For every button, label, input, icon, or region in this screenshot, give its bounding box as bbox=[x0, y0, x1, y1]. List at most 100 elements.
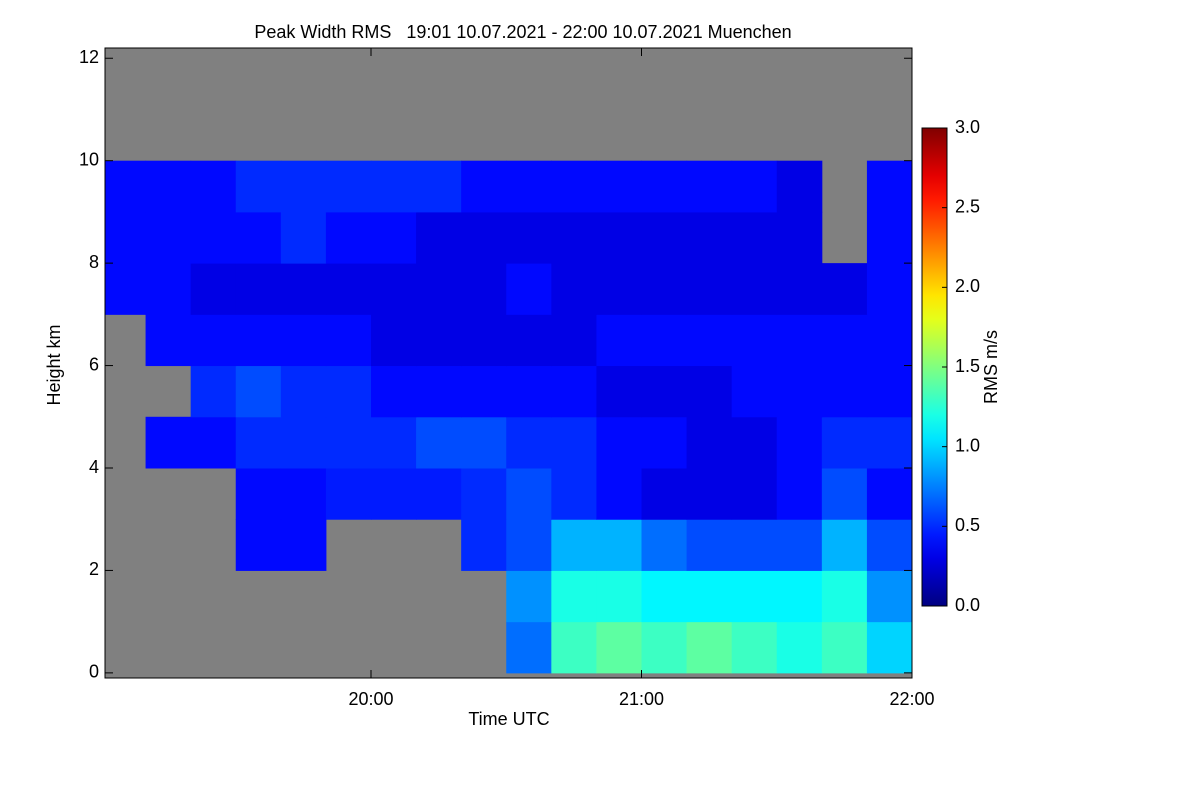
heatmap-cell bbox=[280, 365, 327, 418]
y-tick-label: 2 bbox=[89, 559, 99, 579]
heatmap-cell bbox=[370, 160, 417, 213]
heatmap-cell bbox=[821, 365, 868, 418]
y-tick-label: 10 bbox=[79, 149, 99, 169]
heatmap-cell bbox=[145, 416, 192, 469]
x-tick-label: 22:00 bbox=[889, 689, 934, 709]
heatmap-cell bbox=[596, 519, 642, 571]
heatmap-cell bbox=[551, 570, 597, 623]
heatmap-cell bbox=[235, 416, 282, 469]
heatmap-cell bbox=[280, 263, 327, 315]
y-tick-label: 4 bbox=[89, 457, 99, 477]
heatmap-cell bbox=[686, 468, 733, 520]
plot-frame bbox=[104, 47, 913, 679]
heatmap-cell bbox=[776, 314, 823, 367]
heatmap-cell bbox=[596, 314, 642, 367]
heatmap-cell bbox=[416, 211, 462, 264]
heatmap-cell bbox=[370, 263, 417, 315]
heatmap-cell bbox=[370, 468, 417, 520]
heatmap-cell bbox=[641, 263, 688, 315]
heatmap-cell bbox=[280, 468, 327, 520]
heatmap-cell bbox=[686, 211, 733, 264]
heatmap-cell bbox=[280, 160, 327, 213]
colorbar-tick-label: 2.5 bbox=[955, 196, 980, 216]
heatmap-cell bbox=[506, 519, 552, 571]
heatmap-cell bbox=[596, 160, 642, 213]
heatmap-cell bbox=[325, 416, 372, 469]
heatmap-cell bbox=[235, 211, 282, 264]
heatmap-cell bbox=[641, 160, 688, 213]
heatmap-cell bbox=[776, 211, 823, 264]
heatmap-cell bbox=[190, 211, 237, 264]
heatmap-cell bbox=[776, 570, 823, 623]
heatmap-cell bbox=[641, 519, 688, 571]
heatmap-cell bbox=[416, 160, 462, 213]
heatmap-cell bbox=[235, 160, 282, 213]
heatmap-cell bbox=[551, 621, 597, 674]
heatmap-cell bbox=[461, 416, 507, 469]
heatmap-cell bbox=[280, 416, 327, 469]
heatmap-cell bbox=[145, 314, 192, 367]
heatmap-cell bbox=[686, 570, 733, 623]
heatmap-cell bbox=[506, 570, 552, 623]
heatmap-cell bbox=[866, 365, 913, 418]
heatmap-cell bbox=[461, 314, 507, 367]
heatmap-cell bbox=[596, 468, 642, 520]
heatmap-cell bbox=[866, 211, 913, 264]
heatmap-cell bbox=[641, 314, 688, 367]
heatmap-cell bbox=[866, 314, 913, 367]
heatmap-cell bbox=[821, 314, 868, 367]
heatmap-cell bbox=[821, 416, 868, 469]
heatmap-cell bbox=[280, 211, 327, 264]
heatmap-cell bbox=[145, 263, 192, 315]
heatmap-cell bbox=[506, 621, 552, 674]
heatmap-cell bbox=[280, 314, 327, 367]
heatmap-cell bbox=[686, 263, 733, 315]
heatmap-cell bbox=[686, 519, 733, 571]
heatmap-cell bbox=[596, 570, 642, 623]
heatmap-cell bbox=[551, 468, 597, 520]
heatmap-cell bbox=[821, 263, 868, 315]
heatmap-cell bbox=[190, 416, 237, 469]
heatmap-cell bbox=[866, 416, 913, 469]
heatmap-cell bbox=[686, 416, 733, 469]
y-tick-label: 6 bbox=[89, 354, 99, 374]
heatmap-cell bbox=[461, 468, 507, 520]
heatmap-cell bbox=[506, 468, 552, 520]
y-tick-label: 8 bbox=[89, 252, 99, 272]
y-tick-label: 12 bbox=[79, 47, 99, 67]
heatmap-cell bbox=[821, 621, 868, 674]
heatmap-cell bbox=[731, 314, 778, 367]
heatmap-cell bbox=[551, 416, 597, 469]
heatmap-cell bbox=[596, 211, 642, 264]
heatmap-cell bbox=[866, 519, 913, 571]
heatmap-cell bbox=[370, 365, 417, 418]
heatmap-cell bbox=[235, 314, 282, 367]
heatmap-cell bbox=[686, 365, 733, 418]
heatmap-cell bbox=[416, 365, 462, 418]
heatmap-cell bbox=[325, 160, 372, 213]
heatmap-cell bbox=[641, 570, 688, 623]
x-axis-label: Time UTC bbox=[468, 709, 549, 729]
heatmap-cell bbox=[641, 621, 688, 674]
heatmap-cell bbox=[145, 160, 192, 213]
heatmap-cell bbox=[641, 468, 688, 520]
heatmap-cell bbox=[866, 570, 913, 623]
heatmap-cell bbox=[190, 160, 237, 213]
heatmap-cell bbox=[776, 416, 823, 469]
heatmap-cell bbox=[686, 621, 733, 674]
heatmap-cell bbox=[235, 468, 282, 520]
heatmap-cell bbox=[461, 263, 507, 315]
heatmap-cell bbox=[596, 365, 642, 418]
heatmap-cell bbox=[416, 263, 462, 315]
heatmap-cell bbox=[731, 519, 778, 571]
x-tick-label: 20:00 bbox=[348, 689, 393, 709]
heatmap-cell bbox=[461, 365, 507, 418]
heatmap-cell bbox=[866, 621, 913, 674]
heatmap-cell bbox=[461, 519, 507, 571]
heatmap-cell bbox=[551, 519, 597, 571]
y-axis-label: Height km bbox=[44, 324, 64, 405]
y-tick-label: 0 bbox=[89, 662, 99, 682]
heatmap-cell bbox=[731, 468, 778, 520]
heatmap-cell bbox=[731, 160, 778, 213]
